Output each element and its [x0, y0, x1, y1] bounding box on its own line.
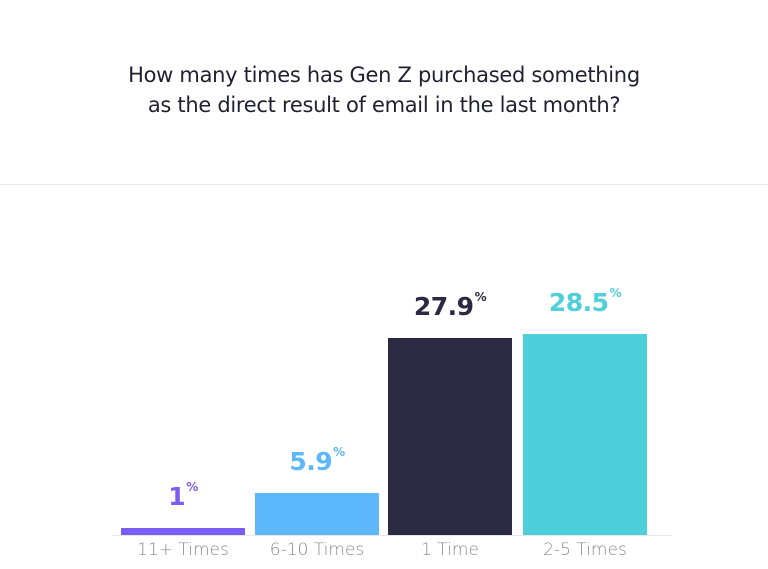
x-tick-label: 11+ Times: [137, 540, 229, 560]
bar-11-times: [121, 528, 245, 535]
bar-value-label: 27.9%: [413, 290, 487, 321]
bar-value-label: 5.9%: [289, 445, 345, 476]
x-tick-label: 6-10 Times: [269, 540, 365, 560]
bar-6-10-times: [255, 493, 379, 535]
x-tick-label: 2-5 Times: [543, 540, 627, 560]
chart-title-line-2: as the direct result of email in the las…: [147, 93, 621, 117]
bar-value-label: 28.5%: [548, 286, 622, 317]
bar-2-5-times: [523, 334, 647, 535]
chart-title-line-1: How many times has Gen Z purchased somet…: [128, 63, 640, 87]
x-tick-label: 1 Time: [421, 540, 479, 560]
bar-value-label: 1%: [168, 480, 198, 511]
bar-1-time: [388, 338, 512, 535]
chart-title: How many times has Gen Z purchased somet…: [0, 60, 768, 120]
title-divider: [0, 184, 768, 185]
x-axis-baseline: [112, 535, 672, 536]
